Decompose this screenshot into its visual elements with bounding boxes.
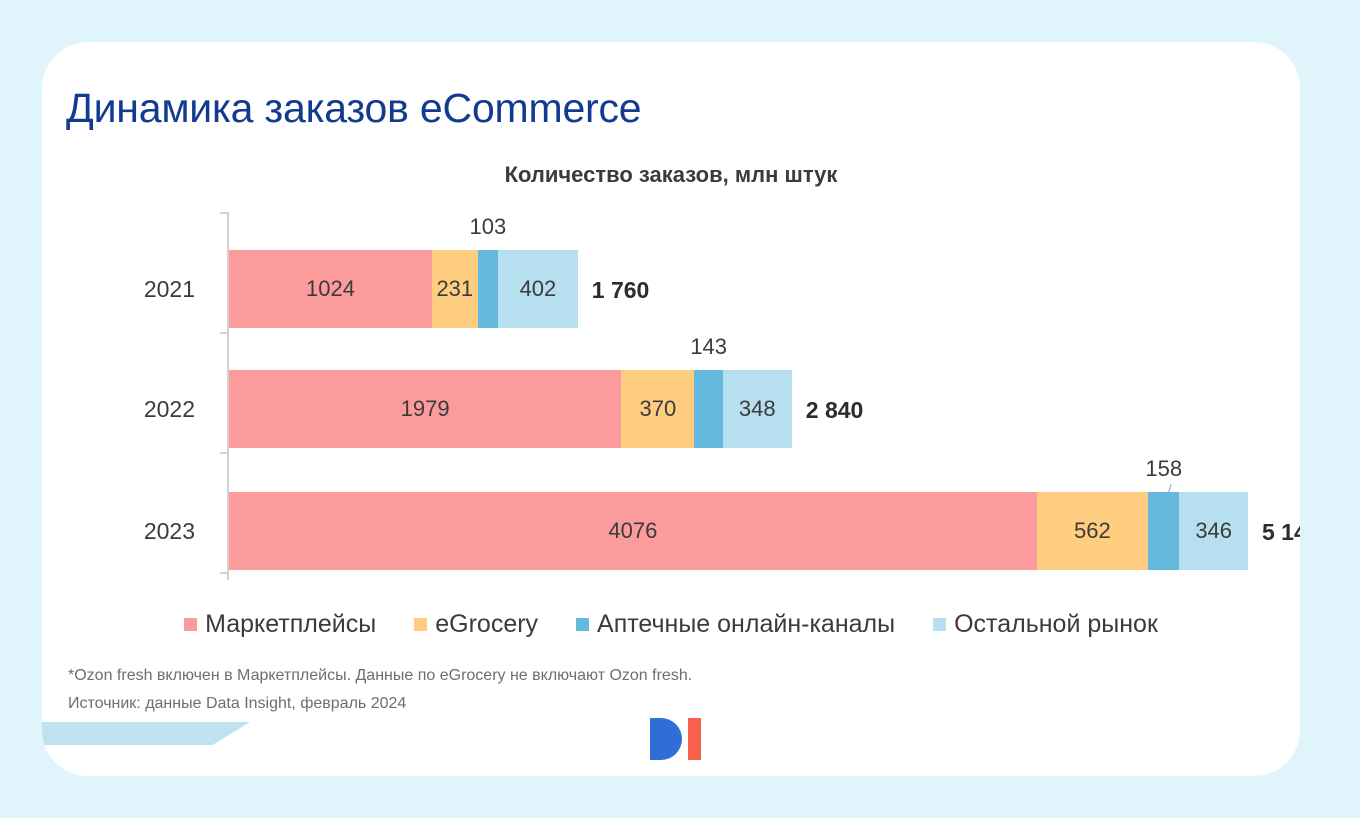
category-axis-line <box>227 212 229 580</box>
legend-label: Аптечные онлайн-каналы <box>597 610 896 638</box>
bar-segment-2023-1[interactable]: 562 <box>1036 492 1149 570</box>
legend-label: Маркетплейсы <box>205 610 377 638</box>
legend-item-3[interactable]: Остальной рынок <box>933 610 1158 639</box>
bar-segment-2023-2[interactable] <box>1148 492 1180 570</box>
segment-value-label: 370 <box>639 396 677 421</box>
chart-title: Количество заказов, млн штук <box>504 162 838 187</box>
content-card: Динамика заказов eCommerce Количество за… <box>42 42 1300 776</box>
footnote-source: Источник: данные Data Insight, февраль 2… <box>68 695 407 712</box>
axis-tick <box>220 452 228 454</box>
segment-value-label: 1979 <box>400 396 450 421</box>
stacked-bar-2023[interactable]: 4076 562 346 <box>229 492 1248 570</box>
segment-value-label-outside: 143 <box>690 334 728 359</box>
legend-swatch-icon <box>576 618 590 631</box>
segment-value-label: 4076 <box>608 518 658 543</box>
data-insight-logo <box>650 718 702 760</box>
bar-segment-2022-2[interactable] <box>694 370 723 448</box>
logo-letter-i <box>688 718 701 760</box>
decorative-banner <box>42 722 250 745</box>
legend-swatch-icon <box>933 618 947 631</box>
legend-item-0[interactable]: Маркетплейсы <box>184 610 376 639</box>
category-label-2021: 2021 <box>143 276 195 302</box>
segment-value-label: 231 <box>436 276 474 301</box>
axis-tick <box>220 212 228 214</box>
logo-letter-d <box>650 718 682 760</box>
bar-segment-2023-0[interactable]: 4076 <box>229 492 1037 570</box>
footnotes: *Ozon fresh включен в Маркетплейсы. Данн… <box>68 662 1168 718</box>
stacked-bar-2022[interactable]: 1979 370 348 <box>229 370 792 448</box>
bar-segment-2022-3[interactable]: 348 <box>722 370 792 448</box>
bar-segment-2021-0[interactable]: 1024 <box>229 250 432 328</box>
stacked-bar-2021[interactable]: 1024 231 402 <box>229 250 578 328</box>
segment-value-label: 346 <box>1195 518 1233 543</box>
segment-value-label: 348 <box>738 396 776 421</box>
bar-segment-2021-3[interactable]: 402 <box>498 250 578 328</box>
bar-total-label-2023: 5 142 <box>1262 519 1300 545</box>
footnote-methodology: *Ozon fresh включен в Маркетплейсы. Данн… <box>68 667 693 684</box>
segment-value-label-outside: 158 <box>1145 456 1183 481</box>
bar-segment-2021-2[interactable] <box>477 250 499 328</box>
segment-value-label: 562 <box>1074 518 1111 543</box>
bar-total-label-2021: 1 760 <box>591 277 650 303</box>
legend-swatch-icon <box>414 618 428 631</box>
page-title: Динамика заказов eCommerce <box>66 85 642 132</box>
chart-legend: Маркетплейсы eGrocery Аптечные онлайн-кана… <box>42 610 1300 639</box>
segment-value-label: 1024 <box>305 276 355 301</box>
legend-label: Остальной рынок <box>954 610 1158 638</box>
axis-tick <box>220 572 228 574</box>
segment-value-label: 402 <box>519 276 557 301</box>
bar-segment-2022-0[interactable]: 1979 <box>229 370 622 448</box>
bar-segment-2021-1[interactable]: 231 <box>431 250 478 328</box>
stacked-bar-chart: Количество заказов, млн штук 2021 103 1024… <box>42 42 1300 776</box>
bar-total-label-2022: 2 840 <box>805 397 864 423</box>
legend-swatch-icon <box>184 618 198 631</box>
bar-segment-2023-3[interactable]: 346 <box>1179 492 1248 570</box>
category-label-2023: 2023 <box>143 518 195 544</box>
segment-value-label-outside: 103 <box>469 214 507 239</box>
legend-label: eGrocery <box>435 610 539 638</box>
legend-item-1[interactable]: eGrocery <box>414 610 538 639</box>
bar-segment-2022-1[interactable]: 370 <box>621 370 695 448</box>
legend-item-2[interactable]: Аптечные онлайн-каналы <box>576 610 895 639</box>
chart-plot-area: 2021 103 1024 231 402 1 760 2022 143 1979 370 348 2… <box>42 202 1300 602</box>
category-label-2022: 2022 <box>143 396 195 422</box>
axis-tick <box>220 332 228 334</box>
